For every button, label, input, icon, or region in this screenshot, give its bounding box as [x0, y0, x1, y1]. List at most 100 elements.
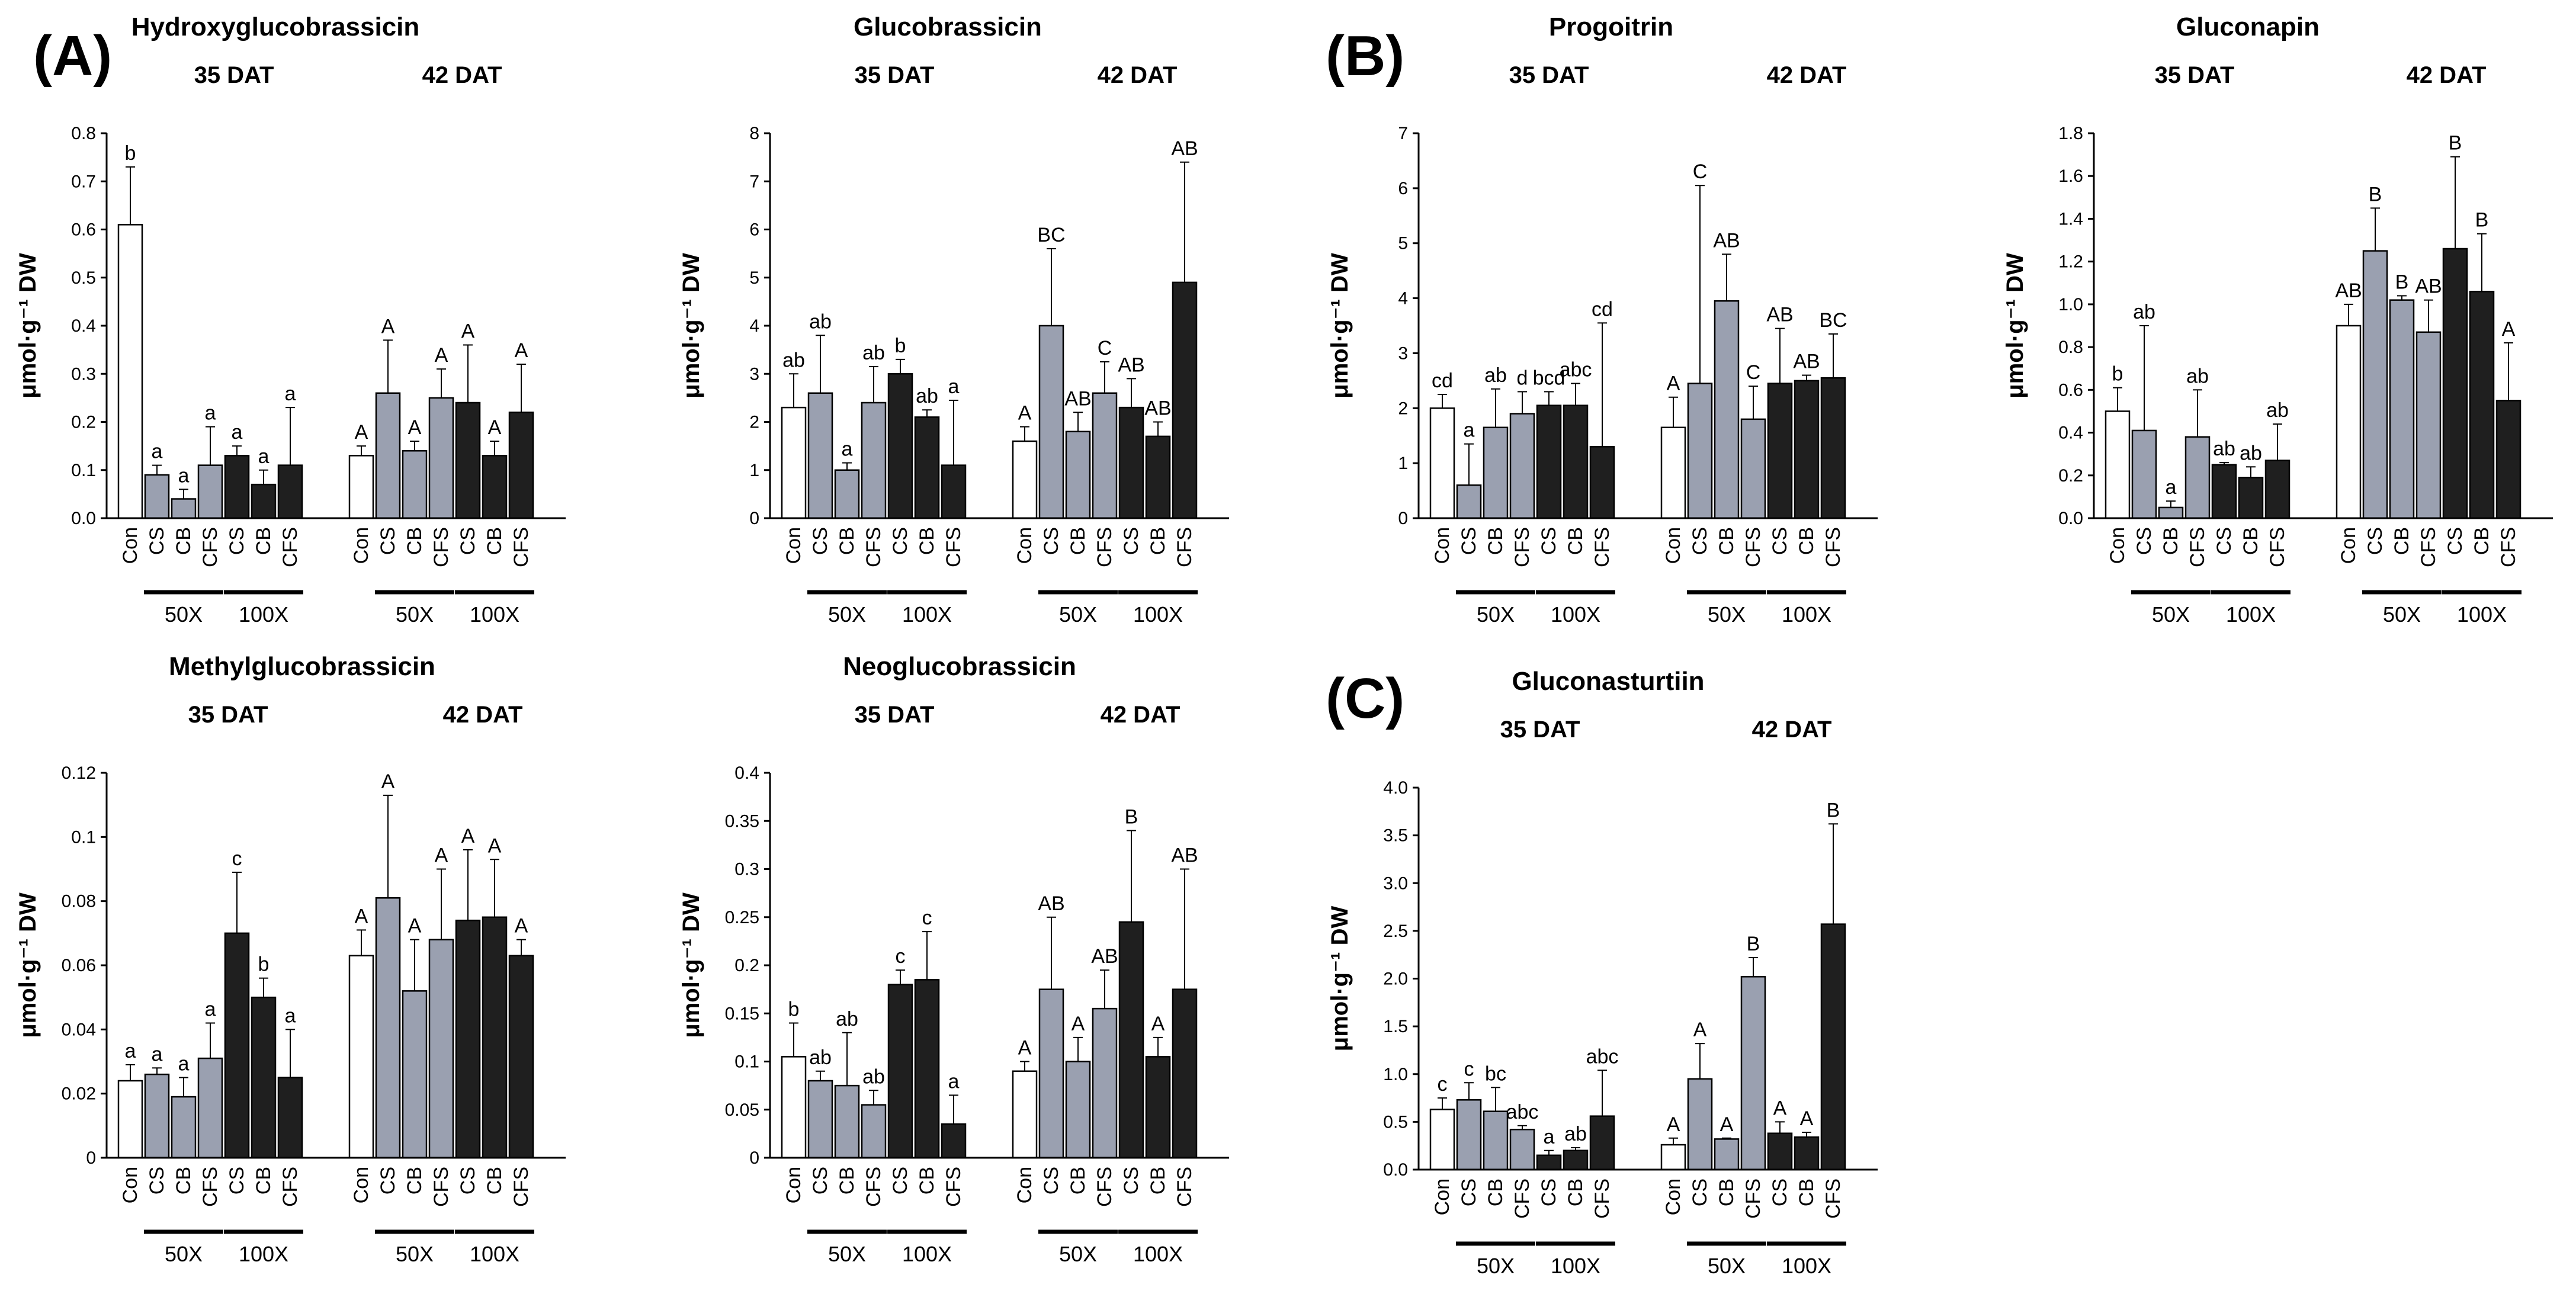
significance-letter: c — [232, 847, 242, 870]
y-tick-label: 0.5 — [1383, 1112, 1408, 1132]
dose-label-50x: 50X — [396, 602, 434, 627]
category-label: CB — [172, 527, 195, 555]
bar — [2131, 429, 2157, 519]
category-label: CB — [916, 527, 938, 555]
category-label: CB — [2391, 527, 2413, 555]
significance-letter: A — [435, 344, 448, 367]
category-label: CB — [1484, 527, 1507, 555]
y-tick-label: 0.1 — [71, 827, 96, 847]
bar — [402, 450, 428, 519]
category-label: CFS — [862, 1167, 885, 1207]
y-tick-label: 0.3 — [734, 860, 759, 879]
group-label: 42 DAT — [1752, 717, 1832, 743]
dose-label-50x: 50X — [1477, 602, 1515, 627]
bar — [1767, 383, 1793, 519]
y-tick-label: 0.15 — [725, 1004, 759, 1023]
bar — [144, 474, 170, 519]
category-label: CFS — [430, 1167, 453, 1207]
bar — [887, 373, 913, 519]
dose-label-50x: 50X — [2152, 602, 2190, 627]
bar — [1563, 1149, 1589, 1171]
significance-letter: AB — [1118, 354, 1144, 376]
bar — [171, 1096, 197, 1159]
bar — [1687, 1078, 1713, 1171]
significance-letter: AB — [1038, 892, 1064, 915]
significance-letter: bcd — [1533, 367, 1566, 389]
dose-label-50x: 50X — [828, 1242, 866, 1266]
category-label: CFS — [1173, 527, 1196, 567]
group-label: 35 DAT — [2155, 62, 2235, 88]
y-tick-label: 2.5 — [1383, 921, 1408, 941]
dose-label-100x: 100X — [239, 602, 288, 627]
y-tick-label: 0.4 — [734, 763, 759, 783]
bar — [277, 1077, 303, 1159]
bar — [2264, 460, 2291, 519]
significance-letter: A — [461, 825, 475, 847]
significance-letter: A — [2502, 318, 2516, 341]
y-tick-label: 0.04 — [62, 1020, 96, 1039]
dose-label-100x: 100X — [2457, 602, 2507, 627]
bar — [1456, 484, 1482, 519]
significance-letter: AB — [2415, 275, 2442, 298]
y-tick-label: 2 — [1398, 399, 1408, 418]
significance-letter: a — [1544, 1126, 1555, 1148]
bar — [2158, 506, 2184, 519]
category-label: CS — [1040, 527, 1063, 555]
bar — [455, 402, 481, 519]
category-label: CFS — [430, 527, 453, 567]
significance-letter: B — [2449, 132, 2462, 155]
category-label: CS — [457, 1167, 479, 1194]
dose-label-100x: 100X — [1551, 1254, 1600, 1278]
bar — [1660, 1144, 1686, 1171]
bar — [834, 1084, 860, 1159]
significance-letter: A — [355, 905, 368, 927]
y-tick-label: 1.0 — [1383, 1065, 1408, 1084]
y-tick-label: 0.8 — [2058, 338, 2083, 357]
category-label: CB — [1067, 527, 1089, 555]
y-tick-label: 3.5 — [1383, 826, 1408, 846]
group-label: 35 DAT — [188, 702, 268, 728]
significance-letter: a — [125, 1040, 136, 1062]
y-tick-label: 0 — [1398, 509, 1408, 528]
category-label: Con — [1013, 1167, 1036, 1203]
bar — [1172, 281, 1198, 519]
significance-letter: AB — [1793, 351, 1820, 373]
significance-letter: B — [1747, 933, 1760, 955]
chart-neoglucobrassicin: Neoglucobrassicin 35 DAT 42 DAT 0 0.05 0.1 0.1… — [678, 652, 1229, 1266]
significance-letter: a — [205, 402, 216, 425]
dose-label-50x: 50X — [1059, 1242, 1097, 1266]
bar — [1038, 988, 1064, 1159]
y-tick-label: 0.1 — [71, 461, 96, 480]
category-label: CB — [1715, 1178, 1738, 1206]
dose-label-100x: 100X — [470, 602, 519, 627]
y-tick-label: 1 — [1398, 454, 1408, 473]
category-label: Con — [782, 1167, 805, 1203]
dose-label-100x: 100X — [902, 1242, 952, 1266]
significance-letter: ab — [1484, 364, 1507, 387]
significance-letter: b — [2112, 363, 2123, 386]
significance-letter: AB — [1091, 945, 1118, 968]
significance-letter: AB — [1144, 397, 1171, 420]
y-tick-label: 0.1 — [734, 1052, 759, 1072]
significance-letter: A — [1072, 1013, 1085, 1035]
significance-letter: A — [515, 339, 528, 362]
category-label: CB — [1147, 1167, 1169, 1194]
category-label: CS — [809, 1167, 832, 1194]
category-label: CS — [226, 527, 248, 555]
bar — [941, 464, 967, 519]
bar — [1012, 440, 1038, 519]
bar — [887, 984, 913, 1159]
significance-letter: ab — [2266, 399, 2289, 422]
significance-letter: AB — [1766, 304, 1793, 326]
chart-glucobrassicin: Glucobrassicin 35 DAT 42 DAT 0 1 2 3 4 5 6 7 8 μmol·… — [678, 12, 1229, 627]
y-tick-label: 0.8 — [71, 124, 96, 143]
category-label: CS — [1689, 527, 1711, 555]
significance-letter: ab — [2133, 301, 2155, 323]
significance-letter: B — [2395, 271, 2409, 293]
category-label: Con — [2106, 527, 2129, 564]
significance-letter: a — [152, 441, 163, 463]
significance-letter: abc — [1560, 359, 1592, 381]
y-axis-label: μmol·g⁻¹ DW — [15, 892, 41, 1038]
bar — [375, 392, 401, 519]
category-label: CB — [1715, 527, 1738, 555]
